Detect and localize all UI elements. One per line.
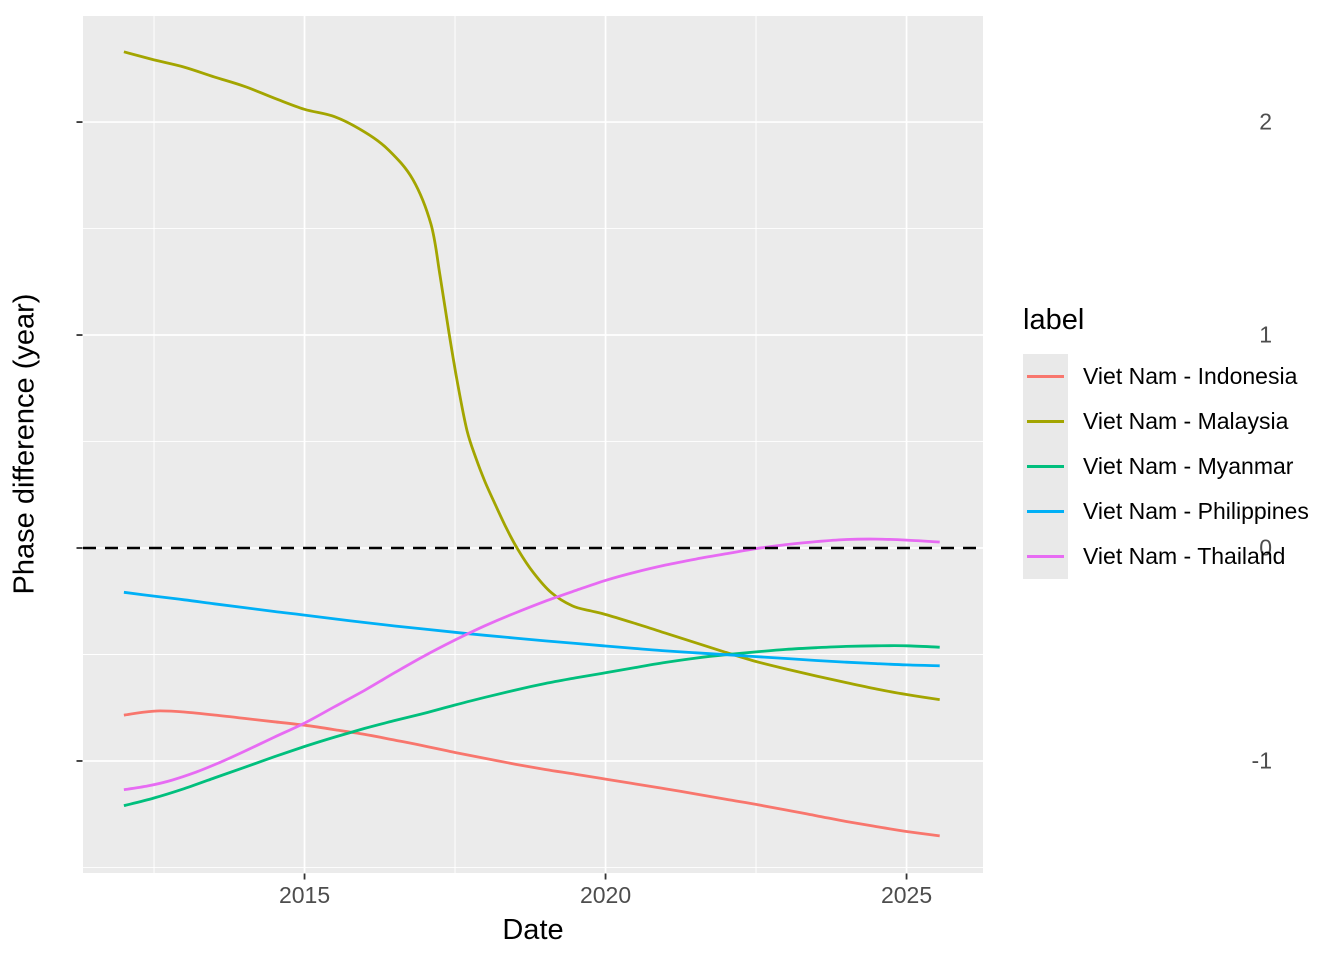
x-tick-label-2020: 2020 — [579, 882, 632, 908]
legend-key-viet-nam-thailand — [1023, 534, 1068, 579]
x-tick-label-2015: 2015 — [278, 882, 331, 908]
legend: label Viet Nam - Indonesia Viet Nam - Mal… — [1023, 304, 1309, 579]
legend-key-viet-nam-myanmar — [1023, 444, 1068, 489]
x-tick-label-2025: 2025 — [880, 882, 933, 908]
legend-item-viet-nam-philippines: Viet Nam - Philippines — [1023, 489, 1309, 534]
legend-label-viet-nam-myanmar: Viet Nam - Myanmar — [1083, 453, 1294, 479]
legend-title: label — [1023, 304, 1085, 336]
legend-key-line-icon — [1027, 555, 1064, 558]
legend-key-line-icon — [1027, 465, 1064, 468]
legend-key-line-icon — [1027, 510, 1064, 513]
series-line-viet-nam-myanmar — [123, 644, 940, 808]
legend-label-viet-nam-malaysia: Viet Nam - Malaysia — [1083, 408, 1289, 434]
series-line-viet-nam-malaysia — [123, 50, 940, 701]
axis-ticks — [76, 121, 908, 880]
legend-key-line-icon — [1027, 420, 1064, 423]
y-tick-label--1: -1 — [1251, 747, 1272, 774]
legend-key-viet-nam-malaysia — [1023, 399, 1068, 444]
y-tick-label-2: 2 — [1259, 108, 1272, 135]
legend-label-viet-nam-indonesia: Viet Nam - Indonesia — [1083, 363, 1298, 389]
series-line-viet-nam-thailand — [123, 537, 940, 792]
legend-key-viet-nam-indonesia — [1023, 354, 1068, 399]
legend-items: Viet Nam - Indonesia Viet Nam - Malaysia V… — [1023, 354, 1309, 579]
y-axis-title: Phase difference (year) — [8, 293, 41, 595]
y-tick-label-1: 1 — [1259, 321, 1272, 348]
series-line-viet-nam-philippines — [123, 590, 940, 668]
grid-major — [83, 16, 983, 873]
series-line-viet-nam-indonesia — [123, 709, 940, 838]
legend-key-viet-nam-philippines — [1023, 489, 1068, 534]
y-tick-label-0: 0 — [1259, 534, 1272, 561]
legend-item-viet-nam-indonesia: Viet Nam - Indonesia — [1023, 354, 1309, 399]
series-lines — [123, 50, 940, 838]
legend-label-viet-nam-thailand: Viet Nam - Thailand — [1083, 543, 1286, 569]
legend-item-viet-nam-myanmar: Viet Nam - Myanmar — [1023, 444, 1309, 489]
legend-item-viet-nam-malaysia: Viet Nam - Malaysia — [1023, 399, 1309, 444]
plot-panel — [83, 16, 983, 873]
x-axis-title: Date — [502, 914, 564, 946]
legend-item-viet-nam-thailand: Viet Nam - Thailand — [1023, 534, 1309, 579]
legend-label-viet-nam-philippines: Viet Nam - Philippines — [1083, 498, 1309, 524]
legend-key-line-icon — [1027, 375, 1064, 378]
grid-minor — [83, 16, 983, 873]
